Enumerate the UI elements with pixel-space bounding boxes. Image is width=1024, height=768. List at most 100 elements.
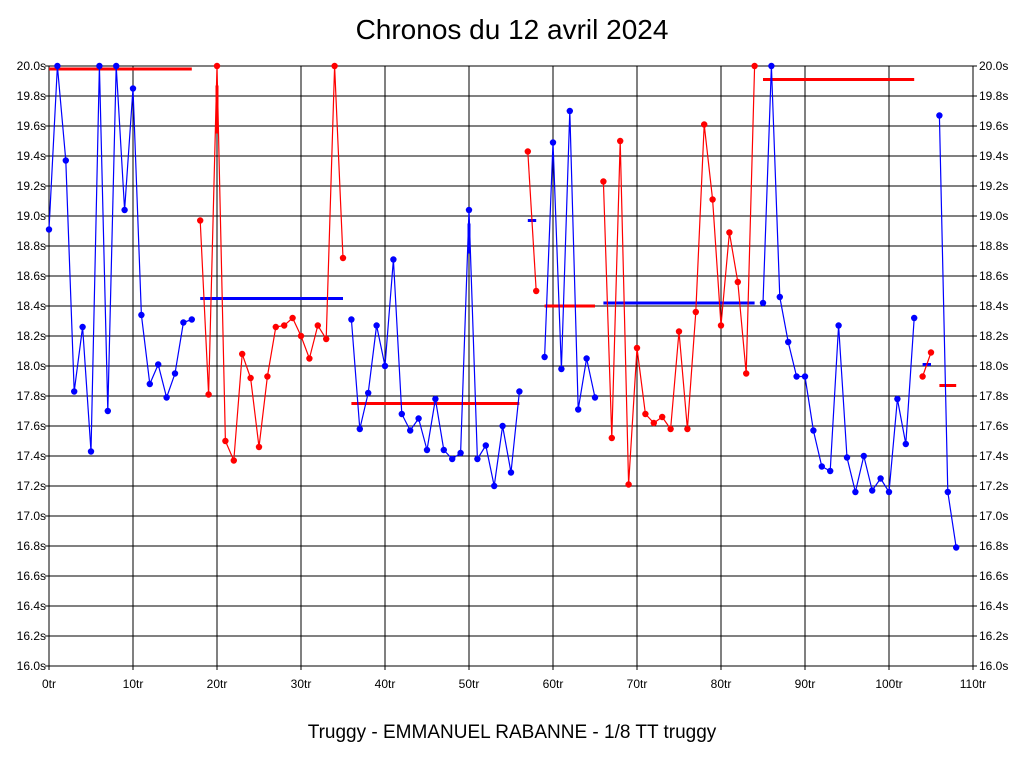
- data-point: [87, 448, 95, 455]
- y-tick-label-left: 19.4s: [17, 149, 46, 163]
- data-point: [953, 544, 960, 551]
- data-point: [911, 314, 918, 322]
- y-tick-label-left: 18.0s: [17, 359, 46, 373]
- y-tick-label-left: 16.8s: [17, 539, 46, 553]
- data-point: [919, 373, 926, 380]
- chart-title: Chronos du 12 avril 2024: [355, 14, 669, 45]
- data-point: [499, 422, 506, 430]
- x-tick-label: 50tr: [459, 677, 480, 691]
- data-point: [281, 322, 288, 329]
- data-point: [180, 319, 187, 326]
- y-tick-label-right: 18.0s: [979, 359, 1008, 373]
- data-point: [247, 374, 254, 382]
- y-tick-label-left: 19.2s: [17, 179, 46, 193]
- data-point: [398, 410, 405, 418]
- data-point: [171, 370, 179, 377]
- data-point: [684, 425, 691, 433]
- data-point: [751, 62, 758, 70]
- y-tick-label-right: 17.0s: [979, 509, 1008, 523]
- x-tick-label: 80tr: [711, 677, 732, 691]
- data-point: [869, 487, 876, 494]
- data-point: [533, 287, 540, 295]
- data-point: [289, 314, 296, 322]
- data-point: [423, 446, 431, 454]
- y-tick-label-right: 20.0s: [979, 59, 1008, 73]
- y-tick-label-right: 19.4s: [979, 149, 1008, 163]
- y-tick-label-left: 16.0s: [17, 659, 46, 673]
- data-point: [255, 443, 263, 451]
- data-point: [449, 455, 456, 463]
- data-point: [667, 425, 674, 433]
- y-tick-label-left: 17.6s: [17, 419, 46, 433]
- data-point: [843, 454, 851, 461]
- data-point: [541, 353, 548, 361]
- y-tick-label-right: 18.8s: [979, 239, 1008, 253]
- data-point: [432, 395, 439, 403]
- chart-footer: Truggy - EMMANUEL RABANNE - 1/8 TT trugg…: [307, 722, 717, 743]
- data-point: [79, 323, 86, 331]
- data-point: [188, 316, 195, 323]
- data-point: [163, 394, 170, 401]
- data-point: [701, 121, 708, 128]
- series-line: [602, 65, 756, 485]
- series-line: [527, 151, 537, 292]
- data-point: [801, 373, 809, 380]
- y-tick-label-right: 18.6s: [979, 269, 1008, 283]
- y-tick-label-right: 19.6s: [979, 119, 1008, 133]
- data-point: [272, 323, 279, 331]
- x-tick-label: 0tr: [42, 677, 56, 691]
- data-point: [113, 62, 120, 70]
- x-tick-label: 10tr: [123, 677, 144, 691]
- data-point: [818, 463, 825, 470]
- y-tick-label-right: 16.4s: [979, 599, 1008, 613]
- data-point: [675, 328, 683, 335]
- data-point: [373, 322, 380, 329]
- y-tick-label-right: 16.6s: [979, 569, 1008, 583]
- data-point: [810, 427, 817, 434]
- y-tick-label-right: 17.2s: [979, 479, 1008, 493]
- y-tick-label-left: 16.2s: [17, 629, 46, 643]
- data-point: [944, 488, 951, 496]
- y-tick-label-right: 18.4s: [979, 299, 1008, 313]
- y-tick-label-right: 19.0s: [979, 209, 1008, 223]
- data-point: [491, 482, 498, 490]
- series-line: [762, 65, 915, 494]
- data-point: [104, 407, 112, 415]
- data-point: [205, 391, 212, 398]
- y-tick-label-left: 19.8s: [17, 89, 46, 103]
- data-point: [852, 488, 859, 496]
- data-point: [440, 446, 447, 454]
- data-point: [524, 148, 531, 155]
- data-point: [549, 139, 557, 146]
- y-tick-label-left: 17.8s: [17, 389, 46, 403]
- data-point: [793, 373, 800, 380]
- data-point: [591, 394, 599, 401]
- data-point: [323, 335, 330, 343]
- series-line: [922, 352, 932, 377]
- y-tick-label-right: 16.0s: [979, 659, 1008, 673]
- data-point: [356, 425, 363, 433]
- series-line: [48, 65, 193, 452]
- data-point: [633, 344, 641, 352]
- data-point: [650, 419, 657, 427]
- x-tick-label: 30tr: [291, 677, 312, 691]
- data-point: [138, 311, 145, 319]
- data-point: [558, 365, 565, 373]
- y-tick-label-left: 18.6s: [17, 269, 46, 283]
- x-tick-label: 70tr: [627, 677, 648, 691]
- data-point: [625, 481, 632, 488]
- data-point: [121, 206, 128, 214]
- y-tick-label-left: 17.2s: [17, 479, 46, 493]
- data-point: [407, 427, 414, 434]
- plot-frame: [48, 65, 974, 667]
- data-point: [264, 373, 271, 380]
- y-tick-label-left: 16.4s: [17, 599, 46, 613]
- y-tick-label-right: 17.4s: [979, 449, 1008, 463]
- x-tick-label: 20tr: [207, 677, 228, 691]
- y-tick-label-left: 19.0s: [17, 209, 46, 223]
- y-tick-label-left: 16.6s: [17, 569, 46, 583]
- y-tick-label-right: 17.6s: [979, 419, 1008, 433]
- data-point: [726, 229, 733, 236]
- data-point: [155, 361, 162, 368]
- y-tick-label-right: 18.2s: [979, 329, 1008, 343]
